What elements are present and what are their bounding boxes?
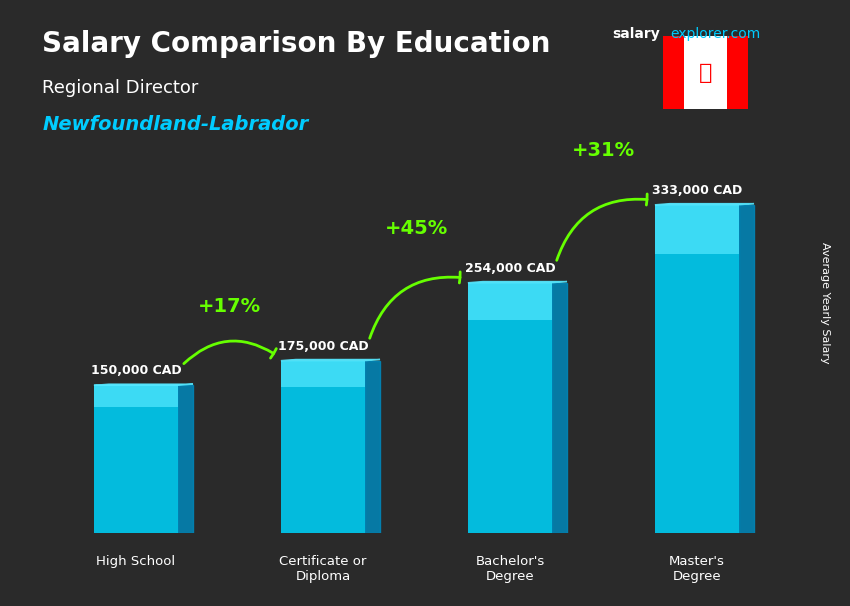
Text: +45%: +45% bbox=[385, 219, 448, 238]
Polygon shape bbox=[178, 385, 193, 533]
Text: 333,000 CAD: 333,000 CAD bbox=[652, 184, 742, 197]
Text: Regional Director: Regional Director bbox=[42, 79, 199, 97]
Polygon shape bbox=[654, 204, 754, 205]
Text: +17%: +17% bbox=[198, 297, 261, 316]
Text: Average Yearly Salary: Average Yearly Salary bbox=[819, 242, 830, 364]
Text: 175,000 CAD: 175,000 CAD bbox=[278, 340, 368, 353]
Text: 150,000 CAD: 150,000 CAD bbox=[91, 364, 181, 378]
Bar bbox=[468, 283, 552, 321]
Text: 🍁: 🍁 bbox=[699, 62, 712, 83]
Bar bbox=[663, 36, 684, 109]
Text: Certificate or
Diploma: Certificate or Diploma bbox=[280, 555, 366, 583]
Bar bbox=[94, 385, 178, 533]
Text: explorer.com: explorer.com bbox=[670, 27, 760, 41]
Text: Bachelor's
Degree: Bachelor's Degree bbox=[475, 555, 545, 583]
Bar bbox=[654, 205, 739, 533]
Bar bbox=[727, 36, 748, 109]
Polygon shape bbox=[552, 283, 567, 533]
Polygon shape bbox=[739, 205, 754, 533]
Polygon shape bbox=[366, 361, 380, 533]
Bar bbox=[94, 385, 178, 407]
Text: Master's
Degree: Master's Degree bbox=[669, 555, 725, 583]
Polygon shape bbox=[280, 359, 380, 361]
Text: High School: High School bbox=[96, 555, 176, 568]
Bar bbox=[468, 283, 552, 533]
Text: Newfoundland-Labrador: Newfoundland-Labrador bbox=[42, 115, 309, 134]
Polygon shape bbox=[94, 384, 193, 385]
Text: +31%: +31% bbox=[572, 141, 635, 160]
Bar bbox=[280, 361, 366, 533]
Polygon shape bbox=[468, 282, 567, 283]
Bar bbox=[280, 361, 366, 387]
Text: 254,000 CAD: 254,000 CAD bbox=[465, 262, 555, 275]
Text: Salary Comparison By Education: Salary Comparison By Education bbox=[42, 30, 551, 58]
Text: salary: salary bbox=[612, 27, 660, 41]
Bar bbox=[654, 205, 739, 254]
